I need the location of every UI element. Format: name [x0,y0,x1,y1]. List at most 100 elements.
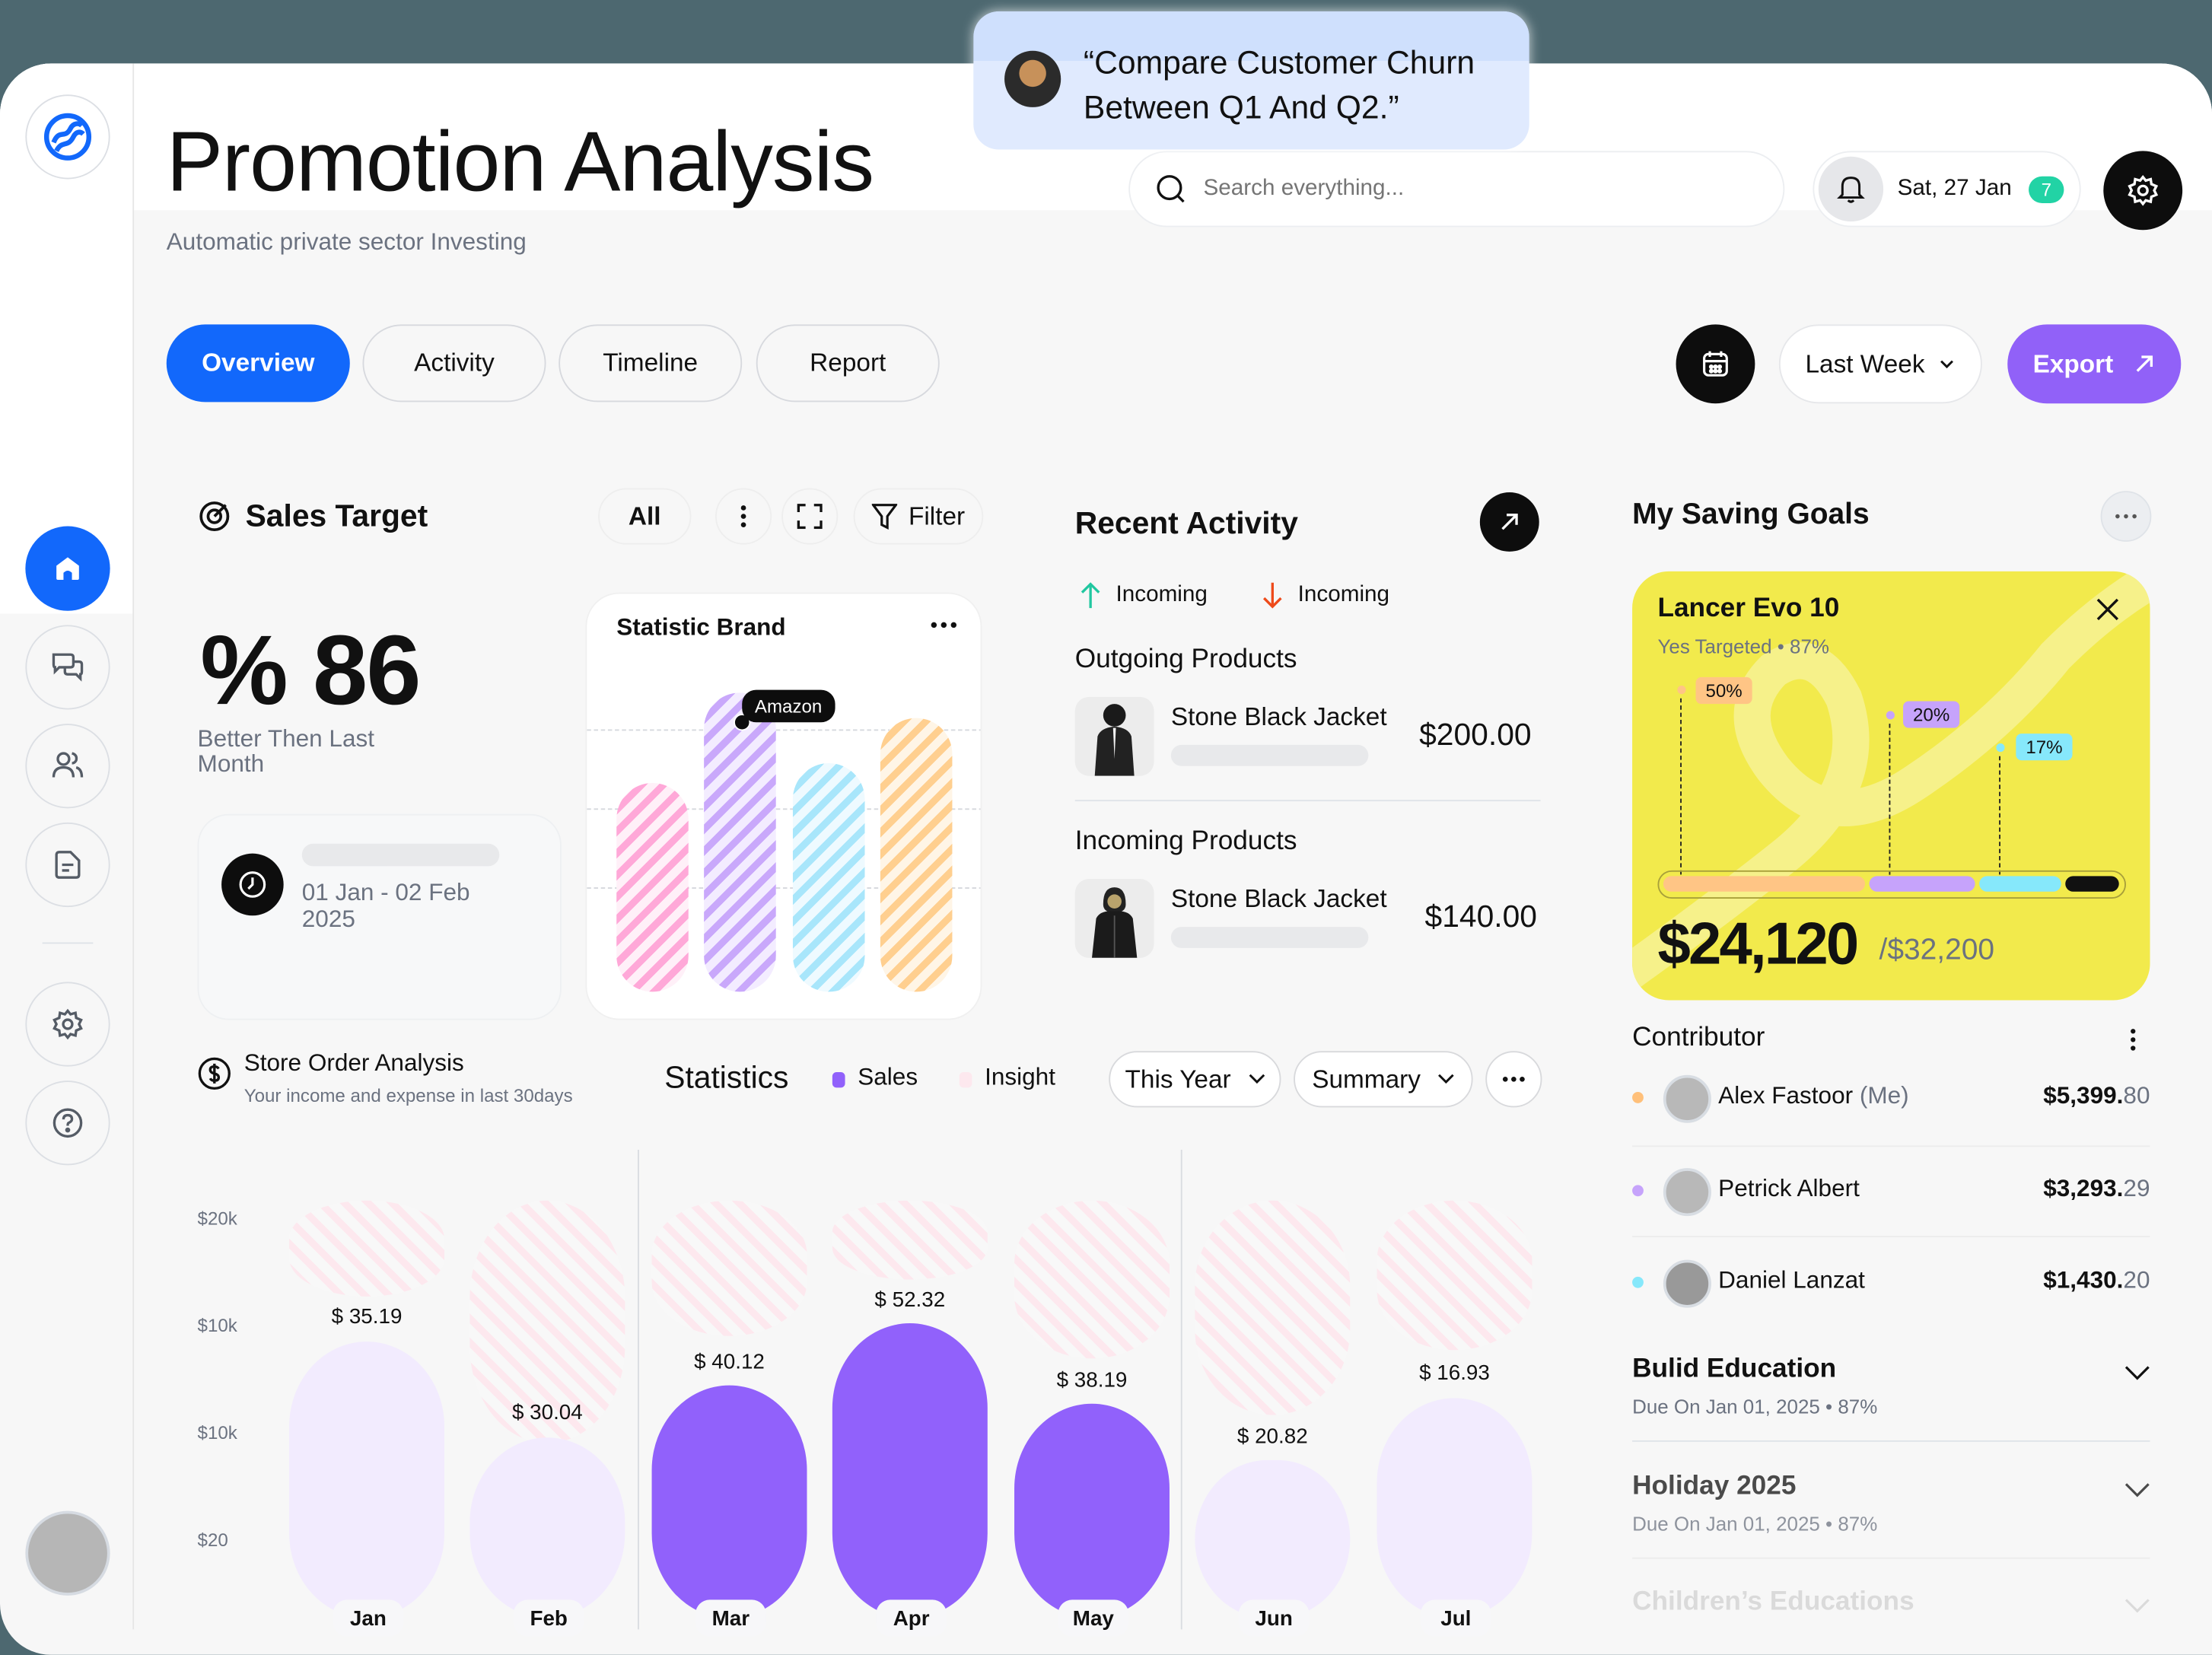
marker-dot [1886,711,1895,720]
calendar-button[interactable] [1676,324,1755,404]
contributor-title: Contributor [1632,1023,1765,1053]
export-label: Export [2032,349,2114,377]
contributor-amount: $5,399.80 [2043,1082,2150,1109]
filter-button[interactable]: Filter [853,488,984,545]
contributor-amount: $1,430.20 [2043,1266,2150,1294]
sales-bar-may[interactable] [1014,1403,1170,1618]
fullscreen-button[interactable] [781,488,839,545]
product-thumbnail[interactable] [1074,879,1154,958]
logo-icon[interactable] [25,94,110,180]
summary-dropdown[interactable]: Summary [1294,1051,1473,1108]
contributor-name: Alex Fastoor (Me) [1718,1082,1909,1109]
sidebar-item-messages[interactable] [25,625,110,710]
chevron-down-icon [2124,1483,2150,1497]
sales-bar-jul[interactable] [1377,1398,1532,1618]
brand-bar-4[interactable] [880,718,953,992]
insight-bar-jan[interactable] [289,1200,445,1297]
contributor-row[interactable]: Petrick Albert $3,293.29 [1632,1157,2150,1227]
year-dropdown[interactable]: This Year [1109,1051,1281,1108]
sales-bar-apr[interactable] [832,1323,988,1618]
notification-button[interactable] [1818,156,1884,222]
marker-line [1999,756,2000,882]
sales-bar-jun[interactable] [1195,1459,1351,1618]
contributor-row[interactable]: Alex Fastoor (Me) $5,399.80 [1632,1064,2150,1135]
progress-segment [1869,876,1975,892]
insight-bar-may[interactable] [1014,1200,1170,1359]
skeleton-bar [1170,744,1369,766]
export-button[interactable]: Export [2007,324,2182,404]
outgoing-title: Outgoing Products [1074,644,1297,675]
goal-item-build-education[interactable]: Bulid Education Due On Jan 01, 2025 • 87… [1632,1354,2150,1442]
arrow-up-icon [1081,582,1100,609]
tab-timeline[interactable]: Timeline [559,324,743,403]
divider [1632,1557,2150,1559]
sales-bar-jan[interactable] [289,1342,445,1618]
sidebar-item-home[interactable] [25,526,110,611]
prompt-text: “Compare Customer Churn Between Q1 And Q… [1084,40,1475,130]
search-input[interactable] [1200,174,1743,203]
expand-icon [797,504,823,530]
tab-overview[interactable]: Overview [166,324,350,403]
notification-date-pill[interactable]: Sat, 27 Jan 7 [1813,151,2081,228]
goal-item-holiday[interactable]: Holiday 2025 Due On Jan 01, 2025 • 87% [1632,1472,2150,1559]
more-options-button[interactable] [715,488,772,545]
chevron-down-icon [1438,1074,1454,1084]
page-subtitle: Automatic private sector Investing [166,228,527,256]
chart-more-button[interactable] [1485,1051,1542,1108]
help-icon [53,1108,83,1138]
saving-goal-card[interactable]: Lancer Evo 10 Yes Targeted • 87% 50% 20%… [1632,571,2150,1001]
insight-bar-mar[interactable] [651,1200,807,1336]
contributor-name: Daniel Lanzat [1718,1266,1865,1294]
legend-incoming-up: Incoming [1079,581,1208,609]
insight-bar-apr[interactable] [832,1200,988,1280]
date-range-line-1: 01 Jan - 02 Feb [301,879,470,906]
value-label: $ 30.04 [511,1401,583,1425]
saving-goals-more-button[interactable] [2100,491,2152,542]
brand-bar-3[interactable] [792,763,865,992]
ai-prompt-bubble: “Compare Customer Churn Between Q1 And Q… [973,11,1529,150]
brand-more-button[interactable] [930,611,958,636]
sales-bar-feb[interactable] [469,1437,625,1618]
contributor-row[interactable]: Daniel Lanzat $1,430.20 [1632,1249,2150,1319]
tab-activity[interactable]: Activity [362,324,546,403]
settings-button[interactable] [2103,151,2183,231]
x-label: Jul [1420,1599,1491,1637]
brand-bar-1[interactable] [616,782,689,992]
goal-item-children-education[interactable]: Children’s Educations [1632,1587,2150,1630]
product-thumbnail[interactable] [1074,696,1154,776]
insight-bar-feb[interactable] [469,1200,625,1443]
insight-bar-jun[interactable] [1195,1200,1351,1415]
value-label: $ 20.82 [1236,1424,1308,1450]
close-goal-button[interactable] [2095,597,2120,629]
sidebar-item-users[interactable] [25,724,110,809]
sales-caption: Better Then Last Month [198,726,374,778]
filter-all-button[interactable]: All [598,488,692,545]
recent-activity-open-button[interactable] [1479,492,1539,552]
sales-bar-mar[interactable] [651,1385,807,1618]
divider [1632,1145,2150,1147]
sales-target-header: Sales Target [198,498,428,534]
contributor-more-button[interactable] [2131,1029,2136,1058]
goal-progress-track [1657,870,2126,899]
date-range-card[interactable]: 01 Jan - 02 Feb 2025 [197,813,562,1020]
legend-label: Incoming [1297,582,1390,607]
year-value: This Year [1125,1064,1231,1093]
brand-bar-amazon[interactable] [704,692,776,992]
tab-report[interactable]: Report [756,324,940,403]
outgoing-product-name[interactable]: Stone Black Jacket [1170,702,1387,731]
sidebar-item-settings[interactable] [25,982,110,1067]
goal-item-meta: Due On Jan 01, 2025 • 87% [1632,1512,1878,1536]
search-box[interactable] [1128,151,1785,228]
sidebar-item-documents[interactable] [25,822,110,908]
dollar-icon [198,1057,231,1098]
period-dropdown[interactable]: Last Week [1778,324,1982,404]
value-label: $ 16.93 [1419,1361,1490,1386]
search-icon [1157,175,1185,203]
sidebar-item-help[interactable] [25,1081,110,1166]
user-avatar[interactable] [25,1510,110,1596]
insight-bar-jul[interactable] [1377,1200,1532,1351]
incoming-product-name[interactable]: Stone Black Jacket [1170,884,1387,913]
legend-label: Incoming [1116,582,1208,607]
arrow-down-icon [1263,582,1282,609]
marker-line [1889,724,1891,882]
